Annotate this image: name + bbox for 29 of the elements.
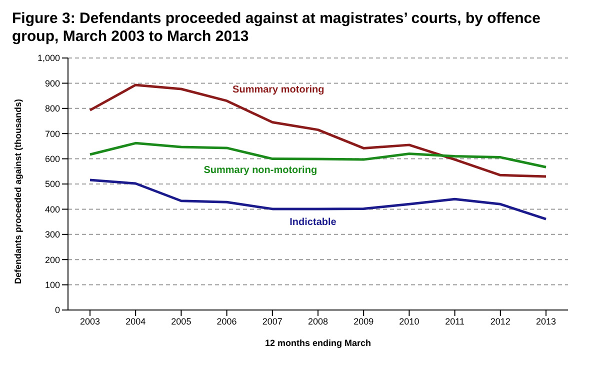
x-axis-title: 12 months ending March (264, 338, 372, 348)
x-tick-label: 2011 (445, 316, 464, 326)
x-tick-label: 2010 (399, 316, 420, 326)
y-tick-label: 700 (44, 128, 60, 139)
x-tick-label: 2006 (216, 316, 237, 326)
line-series (88, 84, 548, 178)
y-tick-label: 200 (44, 254, 60, 265)
x-tick-label: 2009 (354, 316, 374, 326)
x-tick-label: 2004 (126, 316, 146, 326)
y-tick-label: 1,000 (37, 53, 60, 64)
x-tick-label: 2005 (171, 316, 192, 326)
x-tick-label: 2007 (262, 316, 282, 326)
y-tick-label: 500 (44, 179, 60, 190)
series-label: Summary non-motoring (204, 164, 318, 176)
y-tick-label: 800 (44, 104, 60, 114)
y-tick-label: 600 (44, 154, 60, 164)
y-tick-label: 0 (54, 305, 60, 316)
x-tick-label: 2012 (490, 316, 510, 326)
x-tick-label: 2013 (536, 316, 556, 326)
y-tick-label: 400 (44, 204, 60, 214)
series-label: Indictable (290, 216, 337, 228)
series-label: Summary motoring (232, 84, 324, 96)
chart-title: Figure 3: Defendants proceeded against at magistrates’ courts, by offence group, March 2003 to March 2013 (12, 10, 542, 46)
x-tick-label: 2003 (80, 316, 100, 326)
y-tick-label: 100 (44, 280, 60, 290)
y-tick-label: 900 (44, 78, 60, 88)
y-tick-label: 300 (44, 230, 60, 240)
x-tick-label: 2008 (308, 316, 328, 326)
y-axis-title: Defendants proceeded against (thousands) (13, 98, 24, 284)
